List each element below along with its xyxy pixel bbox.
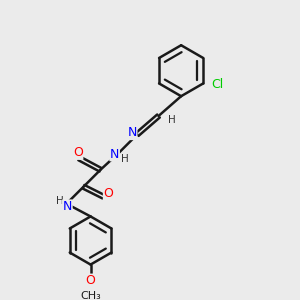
Text: N: N (110, 148, 119, 161)
Text: Cl: Cl (212, 78, 224, 92)
Text: O: O (103, 187, 113, 200)
Text: O: O (85, 274, 95, 287)
Text: N: N (128, 127, 137, 140)
Text: CH₃: CH₃ (80, 291, 101, 300)
Text: O: O (73, 146, 83, 159)
Text: H: H (56, 196, 64, 206)
Text: N: N (63, 200, 72, 213)
Text: H: H (168, 115, 176, 125)
Text: H: H (121, 154, 129, 164)
